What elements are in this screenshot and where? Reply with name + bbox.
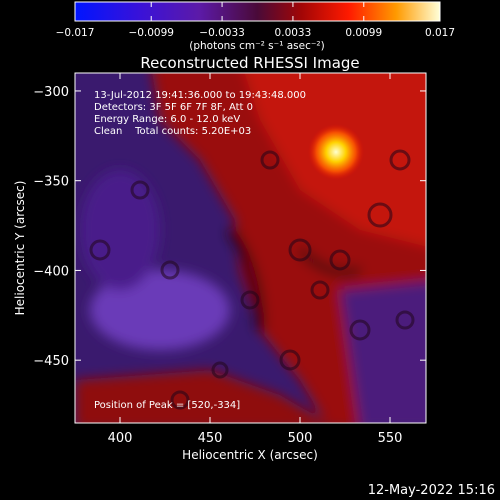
peak-source [308, 123, 364, 180]
heatmap-image [75, 73, 426, 423]
y-tick-label: −400 [33, 264, 69, 279]
colorbar-tick-label: −0.017 [56, 27, 95, 39]
colorbar-ticks: −0.017 −0.0099 −0.0033 0.0033 0.0099 0.017 [56, 2, 455, 39]
x-tick-label: 550 [378, 431, 403, 446]
x-tick-label: 500 [288, 431, 313, 446]
colorbar-tick-label: 0.017 [425, 27, 455, 39]
info-line-detectors: Detectors: 3F 5F 6F 7F 8F, Att 0 [94, 102, 253, 113]
info-line-energy: Energy Range: 6.0 - 12.0 keV [94, 114, 240, 125]
plot-frame [74, 72, 427, 424]
footer-date: 12-May-2022 15:16 [368, 483, 495, 498]
y-tick-label: −350 [33, 175, 69, 190]
info-line-time-range: 13-Jul-2012 19:41:36.000 to 19:43:48.000 [94, 90, 306, 101]
y-tick-label: −300 [33, 85, 69, 100]
info-line-counts: Clean Total counts: 5.20E+03 [94, 126, 251, 137]
colorbar-tick-label: 0.0033 [275, 27, 312, 39]
y-tick-label: −450 [33, 354, 69, 369]
info-text-block: 13-Jul-2012 19:41:36.000 to 19:43:48.000… [94, 90, 306, 137]
plot-title: Reconstructed RHESSI Image [140, 54, 359, 72]
colorbar-tick-label: 0.0099 [345, 27, 382, 39]
x-tick-label: 400 [108, 431, 133, 446]
x-tick-label: 450 [198, 431, 223, 446]
colorbar-tick-label: −0.0099 [128, 27, 174, 39]
colorbar-units-label: (photons cm⁻² s⁻¹ asec⁻²) [189, 40, 324, 52]
x-axis-label: Heliocentric X (arcsec) [182, 448, 318, 462]
peak-position-label: Position of Peak = [520,-334] [94, 400, 240, 411]
colorbar [74, 1, 441, 22]
axis-ticks: 400 450 500 550 −300 −350 −400 −450 [33, 73, 426, 446]
y-axis-label: Heliocentric Y (arcsec) [13, 181, 27, 316]
colorbar-tick-label: −0.0033 [199, 27, 245, 39]
